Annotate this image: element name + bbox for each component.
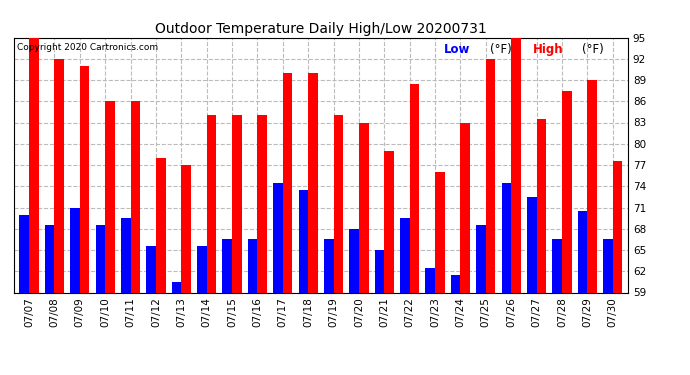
Bar	[537, 119, 546, 292]
Text: Copyright 2020 Cartronics.com: Copyright 2020 Cartronics.com	[17, 43, 158, 52]
Bar	[181, 165, 191, 292]
Bar	[29, 38, 39, 292]
Bar	[349, 229, 359, 292]
Bar	[426, 268, 435, 292]
Bar	[257, 116, 267, 292]
Bar	[613, 162, 622, 292]
Bar	[333, 116, 343, 292]
Text: (°F): (°F)	[582, 43, 604, 56]
Bar	[130, 101, 140, 292]
Bar	[156, 158, 166, 292]
Bar	[587, 80, 597, 292]
Bar	[375, 250, 384, 292]
Bar	[552, 239, 562, 292]
Bar	[45, 225, 55, 292]
Bar	[95, 225, 105, 292]
Bar	[248, 239, 257, 292]
Bar	[172, 282, 181, 292]
Bar	[476, 225, 486, 292]
Bar	[603, 239, 613, 292]
Bar	[207, 116, 216, 292]
Bar	[222, 239, 232, 292]
Bar	[283, 73, 293, 292]
Bar	[435, 172, 444, 292]
Bar	[299, 190, 308, 292]
Bar	[384, 151, 394, 292]
Bar	[460, 123, 470, 292]
Bar	[80, 66, 90, 292]
Bar	[359, 123, 368, 292]
Bar	[502, 183, 511, 292]
Bar	[308, 73, 318, 292]
Bar	[105, 101, 115, 292]
Bar	[486, 59, 495, 292]
Bar	[273, 183, 283, 292]
Bar	[400, 218, 410, 292]
Bar	[19, 214, 29, 292]
Bar	[410, 84, 420, 292]
Bar	[324, 239, 333, 292]
Bar	[578, 211, 587, 292]
Text: Low: Low	[444, 43, 470, 56]
Bar	[511, 38, 521, 292]
Bar	[146, 246, 156, 292]
Bar	[562, 91, 571, 292]
Bar	[451, 275, 460, 292]
Bar	[121, 218, 130, 292]
Text: (°F): (°F)	[490, 43, 511, 56]
Bar	[232, 116, 241, 292]
Bar	[197, 246, 207, 292]
Bar	[70, 207, 80, 292]
Bar	[527, 197, 537, 292]
Title: Outdoor Temperature Daily High/Low 20200731: Outdoor Temperature Daily High/Low 20200…	[155, 22, 486, 36]
Bar	[55, 59, 64, 292]
Text: High: High	[533, 43, 563, 56]
